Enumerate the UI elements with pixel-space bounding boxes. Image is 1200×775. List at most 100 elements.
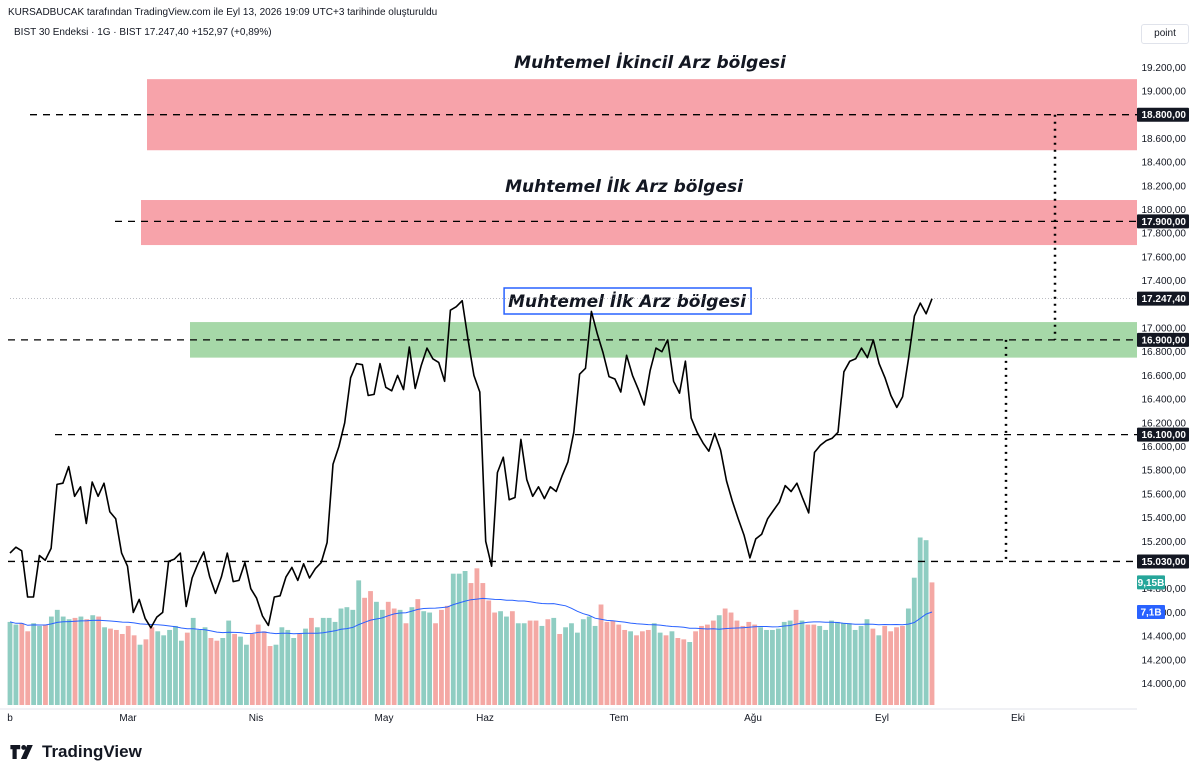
volume-bar <box>433 623 438 705</box>
volume-bar <box>273 644 279 705</box>
volume-bar <box>25 631 31 705</box>
volume-bar <box>113 629 119 705</box>
volume-bar <box>598 604 604 705</box>
volume-bar <box>539 625 545 705</box>
volume-bar <box>480 583 486 705</box>
x-tick-label: Eyl <box>875 713 889 724</box>
volume-bar <box>244 644 249 705</box>
volume-bar <box>462 571 468 705</box>
y-tick-label: 14.800,00 <box>1142 584 1187 595</box>
volume-bar <box>232 633 237 705</box>
volume-ma-line <box>9 597 933 635</box>
y-tick-label: 14.200,00 <box>1142 655 1187 666</box>
volume-bar <box>285 629 291 705</box>
x-tick-label: b <box>7 713 13 724</box>
volume-bar <box>261 631 267 705</box>
y-tick-label: 16.200,00 <box>1142 418 1187 429</box>
volume-bar <box>297 633 303 705</box>
volume-bar <box>474 568 480 705</box>
volume-ma-tag-text: 7,1B <box>1140 608 1161 619</box>
volume-bar <box>356 580 362 705</box>
volume-bar <box>651 623 657 705</box>
volume-bar <box>888 631 894 705</box>
volume-bar <box>846 623 852 705</box>
volume-bar <box>604 621 610 705</box>
price-tag-text: 16.900,00 <box>1142 335 1187 346</box>
volume-bar <box>486 600 492 705</box>
volume-bar <box>498 611 503 705</box>
volume-bar <box>19 623 25 705</box>
volume-bar <box>781 621 787 705</box>
price-tag-text: 17.900,00 <box>1142 217 1187 228</box>
zone-label-box <box>503 287 752 315</box>
volume-bar <box>793 609 799 705</box>
volume-bar <box>72 617 78 705</box>
volume-bar <box>238 636 243 705</box>
volume-bar <box>444 605 450 705</box>
volume-bar <box>775 628 781 705</box>
y-tick-label: 16.400,00 <box>1142 395 1187 406</box>
volume-bar <box>858 625 864 705</box>
volume-bar <box>545 619 551 705</box>
symbol-legend[interactable]: BIST 30 Endeksi · 1G · BIST 17.247,40 +1… <box>14 27 272 38</box>
volume-bar <box>415 599 421 705</box>
volume-bar <box>864 619 870 705</box>
x-tick-label: Nis <box>249 713 263 724</box>
volume-bar <box>379 609 385 705</box>
x-tick-label: Ağu <box>744 713 762 724</box>
volume-bar <box>515 623 521 705</box>
volume-bar <box>208 638 214 705</box>
volume-bar <box>196 629 202 705</box>
tradingview-brand[interactable]: TradingView <box>10 742 142 762</box>
time-axis[interactable]: b Mar Nis May Haz Tem Ağu Eyl Eki <box>0 708 1137 724</box>
volume-bar <box>817 625 823 705</box>
volume-bar <box>143 639 149 705</box>
volume-bar <box>326 617 332 705</box>
volume-bar <box>728 612 734 705</box>
volume-bar <box>214 640 220 705</box>
volume-bar <box>551 617 557 705</box>
zone-label-0: Muhtemel İkincil Arz bölgesi <box>514 51 787 73</box>
price-chart[interactable]: Muhtemel İkincil Arz bölgesi Muhtemel İlk… <box>0 0 1200 740</box>
volume-bar <box>320 617 326 705</box>
zones-layer: Muhtemel İkincil Arz bölgesi Muhtemel İlk… <box>141 51 1137 358</box>
price-tag-text: 18.800,00 <box>1142 110 1187 121</box>
volume-bar <box>368 591 373 705</box>
volume-bar <box>303 628 308 705</box>
scale-mode-button[interactable]: point <box>1141 24 1189 44</box>
volume-bar <box>622 629 628 705</box>
volume-bar <box>876 635 882 705</box>
volume-bar <box>54 609 60 705</box>
volume-bar <box>161 635 167 705</box>
volume-bar <box>131 635 137 705</box>
y-tick-label: 19.000,00 <box>1142 87 1187 98</box>
volume-bar <box>31 623 37 705</box>
price-tag-17247.4 <box>1137 291 1189 306</box>
volume-bar <box>279 627 285 705</box>
volume-bar <box>527 620 533 705</box>
volume-bar <box>923 540 929 705</box>
price-tag-text: 16.100,00 <box>1142 430 1187 441</box>
volume-bar <box>669 631 675 705</box>
volume-bar <box>178 640 184 705</box>
volume-bar <box>155 631 161 705</box>
volume-bar <box>385 601 391 705</box>
price-tag-16900 <box>1137 332 1189 347</box>
volume-bar <box>840 623 846 705</box>
volume-bar <box>752 624 758 705</box>
volume-bar <box>391 608 397 705</box>
brand-name: TradingView <box>42 742 142 761</box>
x-tick-label: Haz <box>476 713 494 724</box>
volume-bar <box>7 621 13 705</box>
volume-bar <box>716 615 722 705</box>
price-tag-text: 15.030,00 <box>1142 557 1187 568</box>
price-axis[interactable]: 19.200,00 19.000,00 18.600,00 18.400,00 18.2… <box>1137 63 1189 690</box>
volume-bar <box>911 577 917 705</box>
volume-bar <box>675 638 681 705</box>
volume-bar <box>167 629 172 705</box>
volume-bar <box>557 633 563 705</box>
volume-bar <box>823 629 829 705</box>
volume-bar <box>634 635 639 705</box>
volume-bar <box>663 635 669 705</box>
volume-bar <box>610 620 616 705</box>
